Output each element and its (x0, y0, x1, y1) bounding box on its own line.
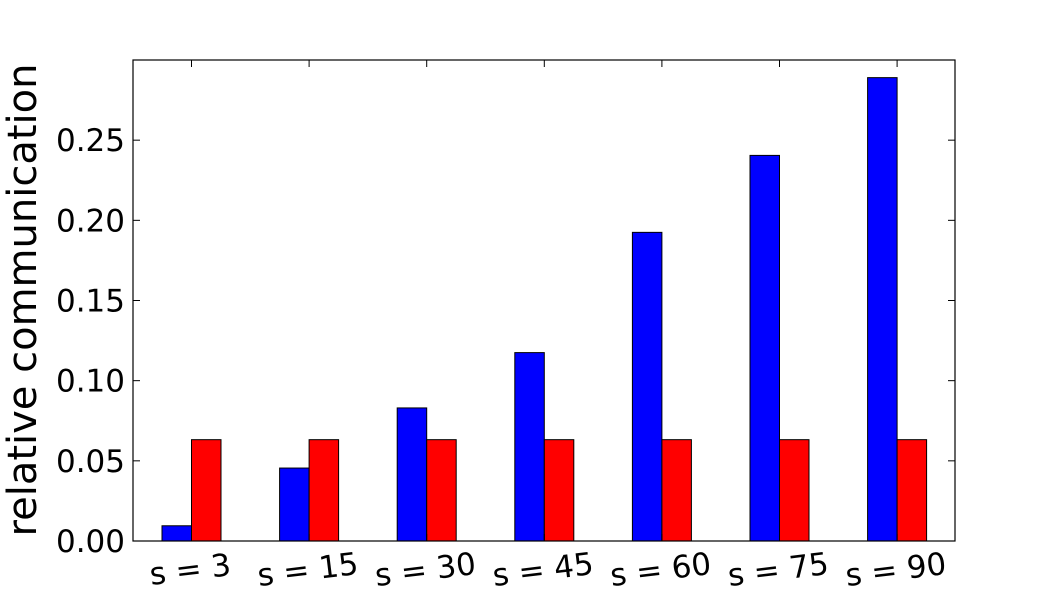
bar-series2-6 (896, 439, 928, 542)
y-axis-label: relative communication (0, 64, 46, 537)
y-tick-label-0: 0.00 (56, 524, 125, 560)
bar-series2-1 (308, 439, 340, 542)
bar-series2-5 (779, 439, 810, 542)
y-tick-label-2: 0.10 (56, 364, 125, 400)
bar-series1-2 (396, 407, 428, 542)
bar-series1-4 (631, 231, 663, 542)
y-tick-label-1: 0.05 (56, 444, 125, 480)
bar-series2-4 (661, 439, 692, 542)
y-axis-ticks: 0.00 0.05 0.10 0.15 0.20 0.25 (56, 123, 955, 560)
bar-series1-0 (161, 525, 192, 542)
bars-group (161, 77, 928, 542)
bar-series1-3 (514, 352, 545, 542)
bar-series2-0 (191, 439, 222, 542)
y-tick-label-4: 0.20 (56, 203, 125, 239)
bar-series2-3 (543, 439, 575, 542)
bar-series1-5 (749, 154, 780, 542)
y-tick-label-3: 0.15 (56, 284, 125, 320)
bar-series1-6 (867, 77, 898, 542)
bar-series1-1 (279, 467, 310, 542)
bar-series2-2 (426, 439, 457, 542)
y-tick-label-5: 0.25 (56, 123, 125, 159)
